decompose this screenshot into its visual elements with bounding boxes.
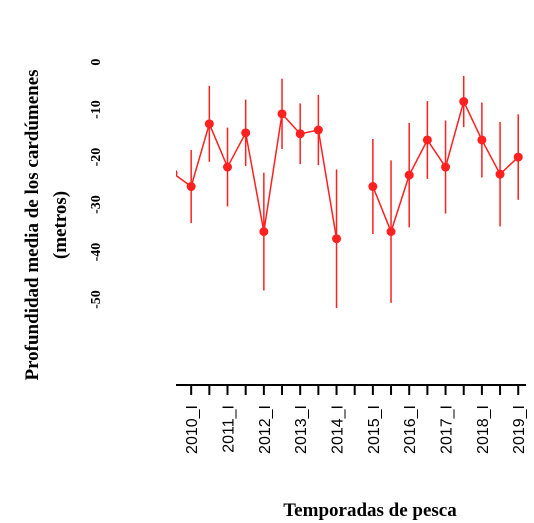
x-tick-label: 2013_I [293, 405, 310, 454]
data-point [386, 227, 396, 237]
data-point [477, 135, 487, 145]
data-point [404, 170, 414, 180]
y-tick-label: 0 [89, 59, 104, 66]
y-tick-label: -30 [89, 195, 104, 214]
y-tick-label: -40 [89, 243, 104, 262]
data-point [295, 129, 305, 139]
x-axis-title: Temporadas de pesca [283, 500, 457, 521]
data-point [459, 97, 469, 107]
data-point [223, 162, 233, 172]
x-tick-label: 2014_I [330, 405, 347, 454]
data-point [259, 227, 269, 237]
data-point [441, 162, 451, 172]
x-tick-label: 2018_I [475, 405, 492, 454]
plot-area [176, 75, 523, 309]
y-axis-title: (metros) [50, 191, 71, 259]
data-point [241, 128, 251, 138]
data-point [204, 119, 214, 129]
data-point [277, 109, 287, 119]
x-tick-label: 2017_I [439, 405, 456, 454]
y-tick-label: -10 [89, 100, 104, 119]
y-tick-label: -50 [89, 290, 104, 309]
x-tick-label: 2019_I [511, 405, 528, 454]
data-point [422, 135, 432, 145]
data-point [368, 182, 378, 192]
data-point [313, 125, 323, 135]
x-tick-label: 2010_I [184, 405, 201, 454]
x-tick-label: 2011_I [221, 405, 238, 453]
x-tick-label: 2012_I [257, 405, 274, 454]
x-tick-label: 2016_I [402, 405, 419, 454]
data-point [186, 182, 196, 192]
y-tick-label: -20 [89, 148, 104, 167]
data-point [513, 152, 523, 162]
data-point [495, 169, 505, 179]
y-axis-title: Profundidad media de los cardúmenes [22, 69, 43, 380]
x-tick-label: 2015_I [366, 405, 383, 454]
data-point [176, 169, 178, 177]
data-point [332, 234, 342, 244]
